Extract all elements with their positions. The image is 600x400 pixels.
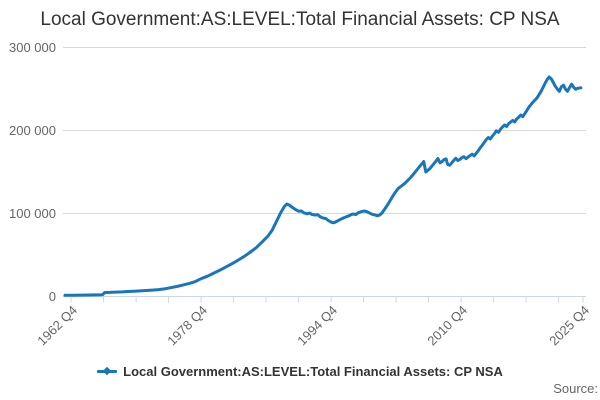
chart-title: Local Government:AS:LEVEL:Total Financia… (40, 9, 560, 30)
gridlines (63, 47, 586, 214)
y-tick-label-300000: 300 000 (9, 40, 56, 55)
x-tick-label-2010-q4: 2010 Q4 (424, 303, 470, 349)
x-tick-label-2025-q4: 2025 Q4 (546, 303, 592, 349)
x-tick-label-1962-q4: 1962 Q4 (34, 303, 80, 349)
x-tick-label-1994-q4: 1994 Q4 (294, 303, 340, 349)
series-line[interactable] (63, 75, 583, 297)
y-tick-label-100000: 100 000 (9, 206, 56, 221)
legend-line-marker (97, 366, 118, 376)
x-axis (63, 296, 586, 303)
y-tick-label-0: 0 (49, 289, 56, 304)
legend-label: Local Government:AS:LEVEL:Total Financia… (123, 363, 503, 379)
source-label: Source: (553, 381, 598, 396)
legend-item[interactable]: Local Government:AS:LEVEL:Total Financia… (0, 362, 600, 380)
y-axis-labels: 0 100 000 200 000 300 000 (9, 40, 56, 304)
y-tick-label-200000: 200 000 (9, 123, 56, 138)
x-axis-labels: 1962 Q4 1978 Q4 1994 Q4 2010 Q4 2025 Q4 (34, 303, 592, 349)
legend-marker-diamond (102, 366, 112, 376)
x-tick-label-1978-q4: 1978 Q4 (164, 303, 210, 349)
